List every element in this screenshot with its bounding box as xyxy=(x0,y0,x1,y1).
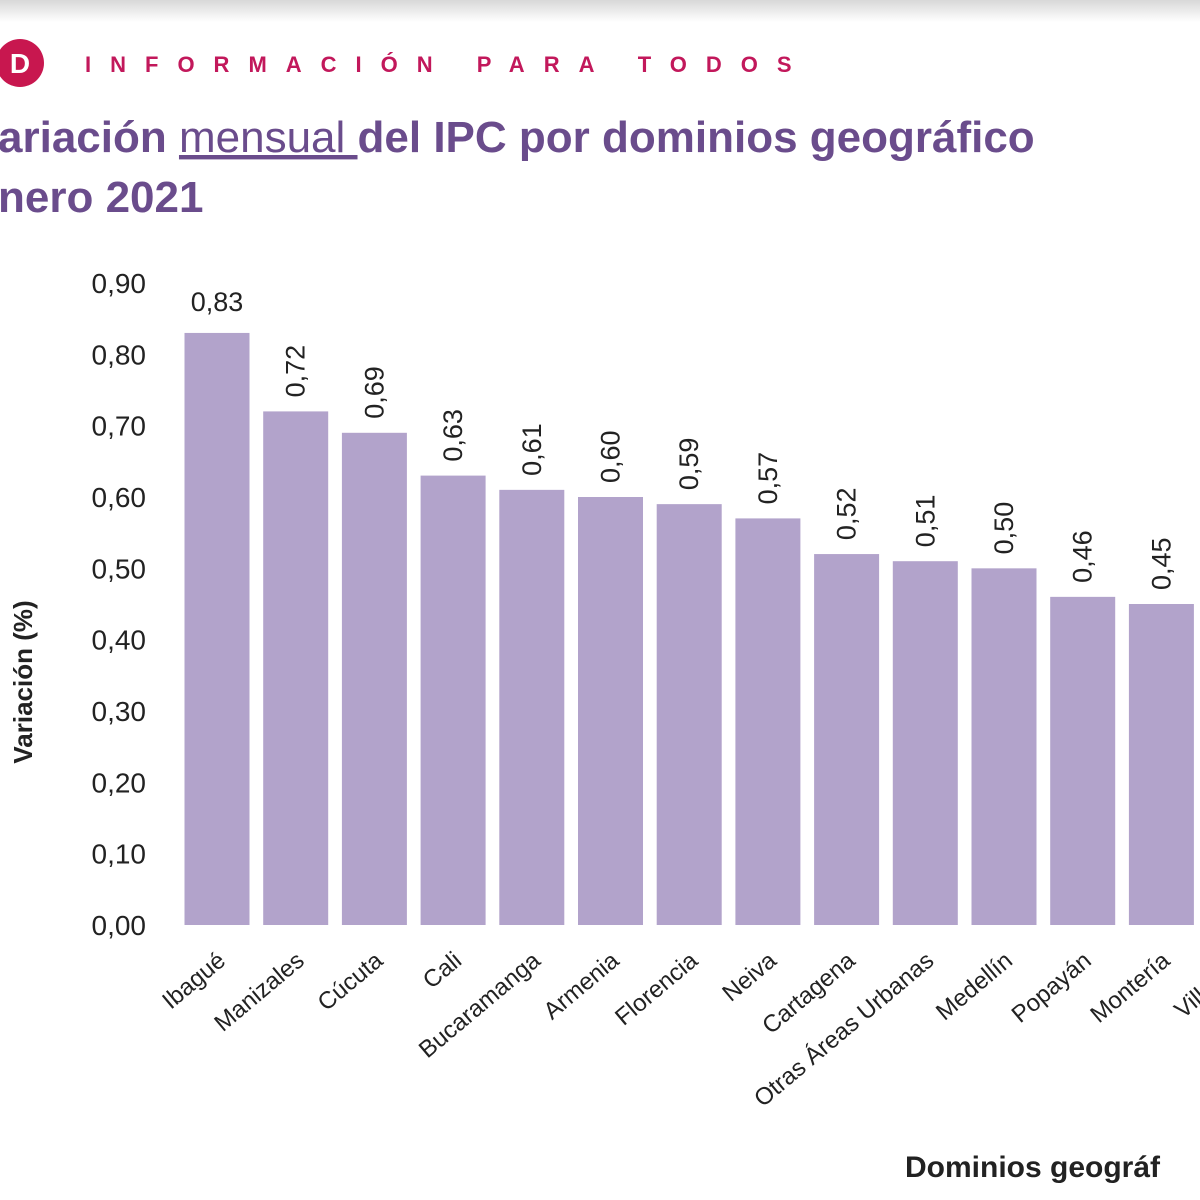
top-shadow xyxy=(0,0,1200,22)
y-tick-label: 0,70 xyxy=(92,411,147,442)
bar xyxy=(971,568,1037,925)
x-tick-label: Florencia xyxy=(610,947,703,1032)
bar xyxy=(735,518,801,925)
title-underlined: mensual xyxy=(179,113,358,162)
y-tick-label: 0,80 xyxy=(92,339,147,370)
brand: INFORMACIÓN PARA TODOS xyxy=(85,52,811,77)
value-label: 0,61 xyxy=(517,423,547,476)
x-tick-label: Neiva xyxy=(717,946,782,1007)
bar xyxy=(656,504,722,925)
x-axis-title: Dominios geográf xyxy=(905,1151,1161,1184)
value-label: 0,72 xyxy=(281,345,311,398)
value-label: 0,57 xyxy=(753,452,783,505)
bar xyxy=(263,411,329,925)
x-tick-label: Montería xyxy=(1085,946,1175,1028)
y-tick-label: 0,60 xyxy=(92,482,147,513)
bar xyxy=(499,489,565,925)
y-tick-label: 0,10 xyxy=(92,839,147,870)
value-label: 0,63 xyxy=(438,409,468,462)
x-tick-label: Villavice xyxy=(1169,947,1200,1024)
value-label: 0,59 xyxy=(674,438,704,491)
chart-title-line2: nero 2021 xyxy=(0,173,203,222)
value-label: 0,69 xyxy=(359,366,389,419)
y-axis-title: Variación (%) xyxy=(8,600,38,763)
title-part: del IPC por dominios geográfico xyxy=(358,113,1035,162)
x-tick-label: Cúcuta xyxy=(313,946,389,1016)
value-label: 0,52 xyxy=(832,488,862,541)
value-label: 0,46 xyxy=(1068,530,1098,583)
x-tick-label: Medellín xyxy=(931,947,1018,1026)
y-tick-label: 0,90 xyxy=(92,268,147,299)
bar xyxy=(420,475,486,925)
y-tick-label: 0,50 xyxy=(92,553,147,584)
y-tick-label: 0,20 xyxy=(92,767,147,798)
bar xyxy=(1128,604,1194,925)
logo-letter: D xyxy=(10,48,30,79)
value-label: 0,50 xyxy=(989,502,1019,555)
bar xyxy=(1050,596,1116,925)
value-label: 0,45 xyxy=(1146,537,1176,590)
value-label: 0,83 xyxy=(191,287,244,317)
title-part: ariación xyxy=(0,113,179,162)
bar xyxy=(814,554,880,925)
x-tick-label: Popayán xyxy=(1007,947,1097,1029)
bar xyxy=(341,432,407,925)
bar xyxy=(578,497,643,925)
y-tick-label: 0,00 xyxy=(92,910,147,941)
value-label: 0,51 xyxy=(910,495,940,548)
y-tick-label: 0,30 xyxy=(92,696,147,727)
bar xyxy=(892,561,958,925)
y-tick-label: 0,40 xyxy=(92,625,147,656)
value-label: 0,60 xyxy=(596,430,626,483)
bar xyxy=(184,332,250,925)
logo xyxy=(0,39,44,87)
chart-title: ariación mensual del IPC por dominios ge… xyxy=(0,113,1035,162)
x-tick-label: Cali xyxy=(418,947,467,994)
x-tick-label: Ibagué xyxy=(157,947,231,1015)
